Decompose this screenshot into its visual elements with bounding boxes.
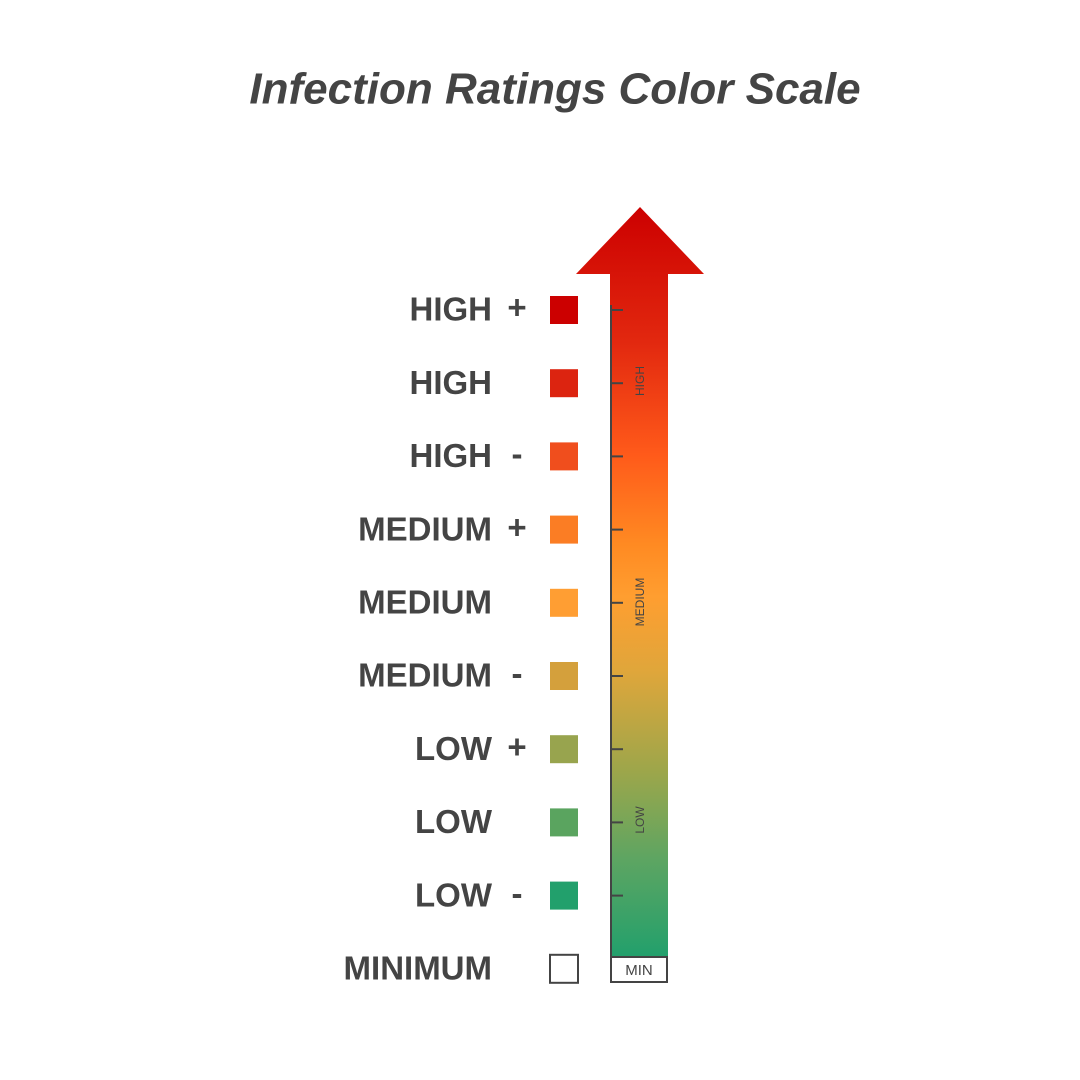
level-label: HIGH	[410, 364, 493, 401]
min-label: MIN	[625, 962, 653, 979]
level-modifier: +	[507, 728, 526, 765]
color-swatch	[550, 588, 578, 617]
color-swatch	[550, 662, 578, 690]
axis-label: HIGH	[633, 366, 647, 396]
level-label: MEDIUM	[358, 657, 492, 694]
arrow	[576, 207, 704, 957]
level-label: LOW	[415, 730, 493, 767]
level-modifier: +	[507, 289, 526, 326]
level-modifier: -	[512, 655, 523, 692]
color-swatch	[550, 735, 578, 764]
title: Infection Ratings Color Scale	[249, 65, 860, 114]
level-label: LOW	[415, 803, 493, 840]
level-modifier: -	[512, 874, 523, 911]
level-label: MINIMUM	[344, 950, 492, 987]
color-swatch	[550, 881, 578, 910]
level-label: MEDIUM	[358, 584, 492, 621]
level-modifier: +	[507, 508, 526, 545]
color-swatch	[550, 515, 578, 544]
level-label: LOW	[415, 876, 493, 913]
color-swatch	[549, 953, 579, 984]
level-label: MEDIUM	[358, 510, 492, 547]
level-modifier: -	[512, 435, 523, 472]
min-box	[610, 956, 668, 983]
level-label: HIGH	[410, 437, 493, 474]
color-swatch	[550, 442, 578, 471]
color-swatch	[550, 808, 578, 837]
level-label: HIGH	[410, 291, 493, 328]
color-swatch	[550, 369, 578, 398]
axis-label: MEDIUM	[633, 578, 647, 627]
axis-label: LOW	[633, 806, 647, 834]
color-swatch	[550, 296, 578, 324]
